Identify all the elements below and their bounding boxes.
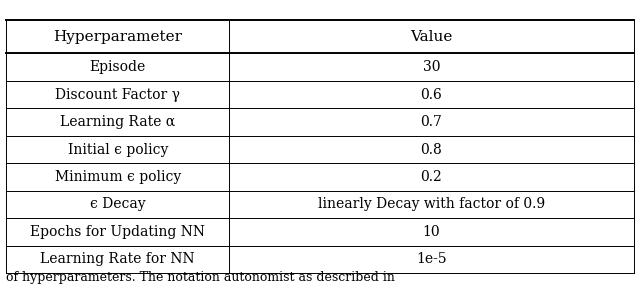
Text: 10: 10 — [422, 225, 440, 239]
Text: ϵ Decay: ϵ Decay — [90, 197, 145, 212]
Text: Learning Rate α: Learning Rate α — [60, 115, 175, 129]
Text: Minimum ϵ policy: Minimum ϵ policy — [54, 170, 181, 184]
Text: Initial ϵ policy: Initial ϵ policy — [68, 142, 168, 157]
Text: 0.2: 0.2 — [420, 170, 442, 184]
Text: Episode: Episode — [90, 60, 146, 74]
Text: Hyperparameter: Hyperparameter — [53, 30, 182, 44]
Text: 0.7: 0.7 — [420, 115, 442, 129]
Text: linearly Decay with factor of 0.9: linearly Decay with factor of 0.9 — [318, 197, 545, 212]
Text: 1e-5: 1e-5 — [416, 252, 447, 266]
Text: 0.8: 0.8 — [420, 142, 442, 157]
Text: Discount Factor γ: Discount Factor γ — [55, 88, 180, 102]
Text: 0.6: 0.6 — [420, 88, 442, 102]
Text: Value: Value — [410, 30, 452, 44]
Text: of hyperparameters. The notation autonomist as described in: of hyperparameters. The notation autonom… — [6, 271, 396, 284]
Text: Learning Rate for NN: Learning Rate for NN — [40, 252, 195, 266]
Text: Epochs for Updating NN: Epochs for Updating NN — [30, 225, 205, 239]
Text: 30: 30 — [422, 60, 440, 74]
